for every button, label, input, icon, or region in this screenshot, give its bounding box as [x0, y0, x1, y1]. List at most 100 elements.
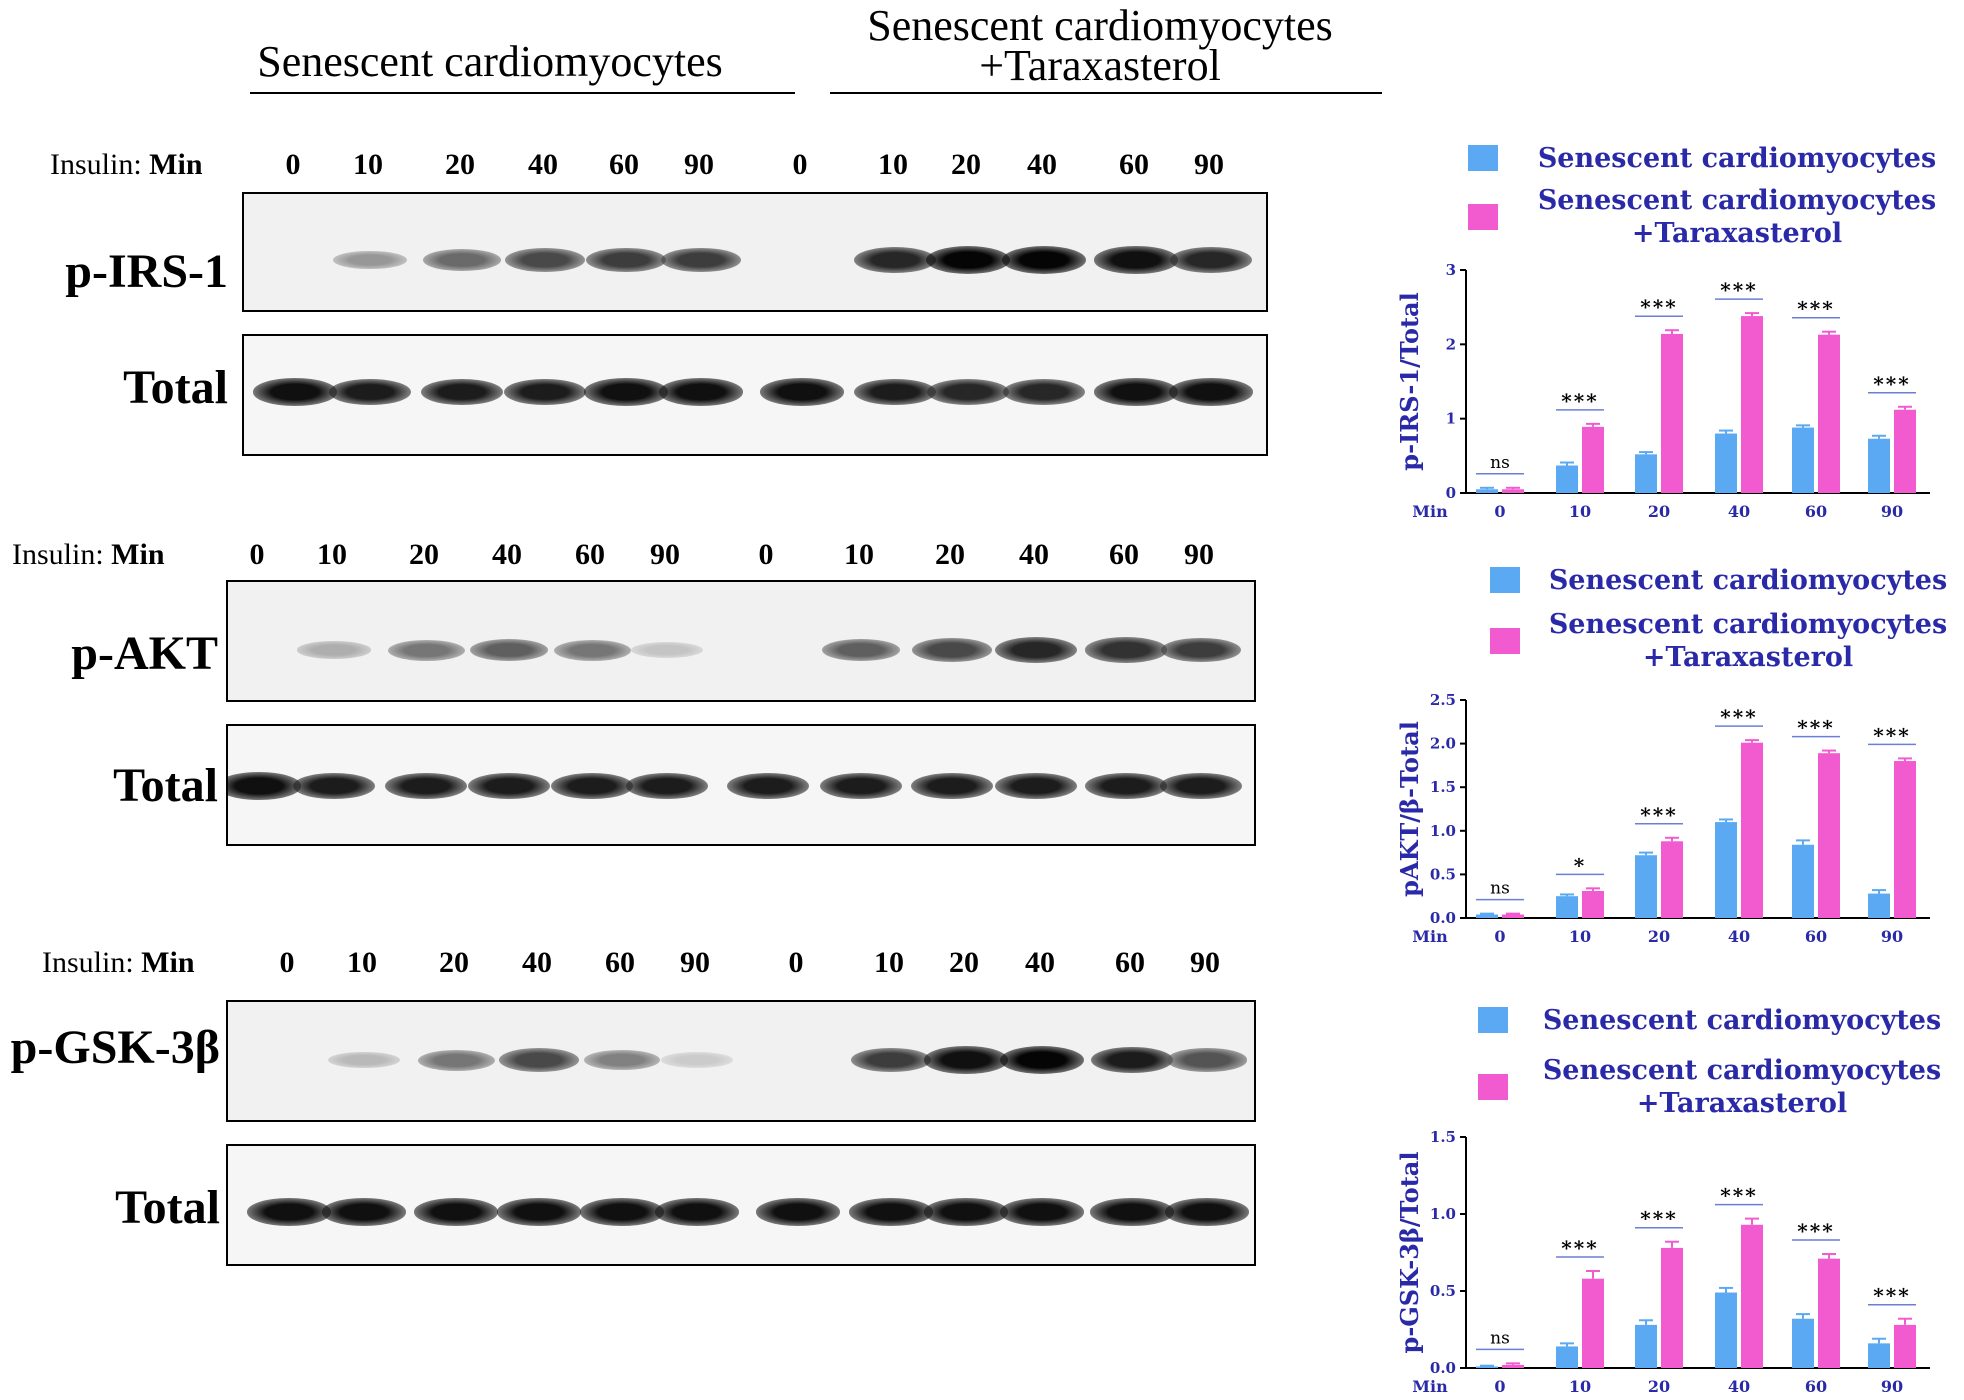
p-gsk3b-bar-chart: 0.0 0.5 1.0 1.5 p-GSK-3β/Total Min 0 ns 10 *** 20 *…	[1395, 1128, 1930, 1396]
significance-label: ns	[1490, 453, 1510, 473]
phospho-band	[469, 638, 549, 662]
phospho-band	[1002, 246, 1086, 274]
bar-senescent	[1476, 1366, 1498, 1368]
lane-time-label: 0	[279, 946, 295, 979]
x-tick-label: 90	[1881, 927, 1903, 946]
significance-label: ns	[1490, 879, 1510, 899]
significance-label: ***	[1873, 723, 1910, 747]
legend-swatch-senescent	[1490, 567, 1520, 593]
total-protein-label: Total	[115, 1181, 220, 1234]
phospho-band	[1090, 1046, 1174, 1074]
insulin-label-unit: Min	[141, 946, 195, 979]
bar-taraxasterol	[1894, 761, 1916, 918]
bar-senescent	[1792, 1318, 1814, 1368]
phospho-band	[583, 1049, 661, 1071]
bar-senescent	[1868, 438, 1890, 493]
phospho-band	[630, 641, 704, 659]
lane-time-label: 0	[285, 148, 301, 181]
phospho-band	[995, 637, 1077, 663]
total-band	[584, 378, 668, 406]
total-protein-label: Total	[113, 759, 218, 812]
x-tick-label: 40	[1728, 502, 1750, 521]
lane-time-label: 20	[445, 148, 475, 181]
lane-time-label: 20	[439, 946, 469, 979]
phospho-band	[499, 1048, 579, 1072]
bar-senescent	[1635, 454, 1657, 493]
phospho-band	[297, 641, 371, 659]
legend-label-taraxasterol-line2: +Taraxasterol	[1642, 642, 1854, 673]
phospho-band	[1085, 637, 1167, 663]
lane-time-label: 60	[1119, 148, 1149, 181]
group2-title-line1: Senescent cardiomyocytes	[867, 1, 1333, 50]
insulin-label-prefix: Insulin:	[50, 148, 150, 181]
total-band	[247, 1198, 331, 1226]
total-protein-label: Total	[123, 361, 228, 414]
legend-swatch-senescent	[1468, 145, 1498, 171]
total-band	[1169, 378, 1253, 406]
lane-time-label: 40	[522, 946, 552, 979]
lane-time-label: 10	[353, 148, 383, 181]
total-band	[1090, 1198, 1174, 1226]
bar-senescent	[1635, 855, 1657, 918]
y-tick-label: 1.5	[1430, 778, 1456, 796]
x-tick-label: 0	[1494, 502, 1505, 521]
legend-label-senescent: Senescent cardiomyocytes	[1542, 1005, 1942, 1036]
total-band	[655, 1198, 739, 1226]
y-tick-label: 0.0	[1430, 1359, 1456, 1377]
total-band	[1159, 772, 1243, 800]
lane-time-label: 90	[650, 538, 680, 571]
legend-label-senescent: Senescent cardiomyocytes	[1537, 143, 1937, 174]
phospho-band	[505, 248, 585, 272]
lane-time-label: 10	[878, 148, 908, 181]
phospho-band	[821, 638, 901, 662]
total-band	[1000, 1198, 1084, 1226]
y-axis-label: p-GSK-3β/Total	[1395, 1152, 1424, 1354]
lane-time-label: 20	[949, 946, 979, 979]
significance-label: ***	[1720, 278, 1757, 302]
lane-time-label: 40	[1025, 946, 1055, 979]
bar-senescent	[1792, 427, 1814, 493]
total-band	[384, 772, 468, 800]
phospho-band	[660, 247, 742, 273]
significance-label: ***	[1720, 705, 1757, 729]
insulin-label-unit: Min	[111, 538, 165, 571]
bar-taraxasterol	[1741, 1224, 1763, 1368]
bar-taraxasterol	[1818, 334, 1840, 493]
bar-taraxasterol	[1582, 426, 1604, 493]
significance-label: ***	[1561, 389, 1598, 413]
total-band	[292, 772, 376, 800]
legend-label-senescent: Senescent cardiomyocytes	[1548, 565, 1948, 596]
bar-taraxasterol	[1502, 489, 1524, 493]
phospho-blot-panel	[242, 192, 1268, 312]
total-band	[228, 772, 301, 800]
y-tick-label: 2	[1446, 335, 1456, 353]
lane-time-label: 60	[1115, 946, 1145, 979]
x-tick-label: 0	[1494, 1377, 1505, 1396]
lane-time-label: 60	[575, 538, 605, 571]
bar-taraxasterol	[1582, 1278, 1604, 1368]
phospho-protein-label: p-AKT	[71, 627, 218, 680]
lane-time-label: 60	[1109, 538, 1139, 571]
significance-label: *	[1574, 853, 1586, 877]
insulin-label: Insulin: Min	[12, 538, 165, 572]
legend-swatch-taraxasterol	[1478, 1074, 1508, 1100]
lane-time-label: 90	[1194, 148, 1224, 181]
y-tick-label: 1	[1446, 410, 1456, 428]
lane-time-label: 90	[680, 946, 710, 979]
bar-taraxasterol	[1502, 914, 1524, 918]
x-tick-label: 0	[1494, 927, 1505, 946]
bar-senescent	[1556, 465, 1578, 493]
bar-taraxasterol	[1741, 316, 1763, 493]
bar-senescent	[1715, 433, 1737, 493]
phospho-blot-panel	[226, 1000, 1256, 1122]
total-band	[1084, 772, 1168, 800]
lane-time-label: 10	[844, 538, 874, 571]
total-band	[550, 772, 634, 800]
significance-label: ***	[1561, 1236, 1598, 1260]
bar-taraxasterol	[1894, 1324, 1916, 1368]
phospho-band	[1160, 637, 1242, 663]
lane-time-label: 40	[492, 538, 522, 571]
y-tick-label: 0.0	[1430, 909, 1456, 927]
total-band	[849, 1198, 933, 1226]
